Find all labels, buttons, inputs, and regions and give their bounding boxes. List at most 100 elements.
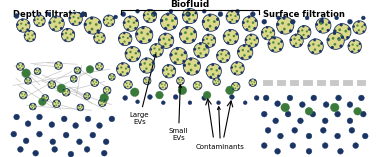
Circle shape: [217, 75, 220, 77]
Circle shape: [96, 80, 98, 81]
Circle shape: [181, 54, 183, 56]
Circle shape: [186, 21, 188, 23]
Circle shape: [172, 74, 174, 77]
Circle shape: [79, 72, 81, 73]
Circle shape: [24, 94, 25, 95]
Circle shape: [356, 45, 358, 47]
Circle shape: [141, 26, 145, 29]
Circle shape: [164, 84, 166, 86]
Circle shape: [101, 104, 103, 105]
Circle shape: [52, 28, 55, 31]
Circle shape: [195, 84, 197, 85]
Circle shape: [71, 76, 73, 78]
Circle shape: [38, 15, 40, 17]
Circle shape: [199, 42, 202, 45]
Circle shape: [283, 28, 286, 30]
Circle shape: [67, 91, 68, 92]
Circle shape: [319, 30, 322, 33]
Circle shape: [80, 15, 82, 17]
Circle shape: [122, 71, 124, 73]
Circle shape: [46, 97, 47, 98]
Circle shape: [170, 47, 187, 65]
Circle shape: [74, 78, 76, 79]
Circle shape: [237, 50, 240, 53]
Circle shape: [195, 12, 197, 14]
Circle shape: [339, 23, 343, 26]
Circle shape: [202, 14, 220, 31]
Circle shape: [168, 39, 170, 41]
Circle shape: [84, 17, 101, 34]
Circle shape: [246, 28, 248, 31]
Circle shape: [213, 78, 220, 86]
Circle shape: [90, 16, 93, 20]
Circle shape: [358, 49, 360, 52]
Circle shape: [139, 58, 155, 73]
Circle shape: [216, 69, 218, 71]
Circle shape: [114, 15, 118, 19]
Circle shape: [124, 41, 125, 43]
Circle shape: [319, 19, 324, 24]
Circle shape: [139, 40, 143, 43]
Circle shape: [356, 24, 358, 27]
Circle shape: [242, 21, 245, 24]
Circle shape: [330, 103, 339, 112]
Circle shape: [216, 18, 219, 21]
Circle shape: [79, 68, 81, 69]
Circle shape: [302, 25, 305, 28]
Circle shape: [222, 58, 224, 60]
Circle shape: [234, 72, 236, 75]
Circle shape: [223, 35, 226, 37]
Circle shape: [347, 118, 353, 124]
Circle shape: [169, 53, 173, 56]
Circle shape: [183, 40, 186, 43]
Circle shape: [53, 20, 56, 23]
Circle shape: [67, 37, 68, 39]
Circle shape: [74, 67, 81, 74]
Circle shape: [23, 138, 29, 144]
Circle shape: [36, 70, 37, 71]
Circle shape: [228, 34, 230, 36]
Circle shape: [22, 27, 24, 29]
Circle shape: [165, 82, 167, 84]
Circle shape: [364, 24, 366, 26]
Text: Contaminants: Contaminants: [196, 107, 245, 150]
Circle shape: [98, 32, 100, 34]
Circle shape: [150, 48, 152, 51]
Circle shape: [150, 44, 163, 57]
Circle shape: [145, 68, 147, 70]
Circle shape: [43, 17, 45, 19]
Circle shape: [109, 92, 110, 93]
Circle shape: [254, 39, 256, 41]
Circle shape: [108, 74, 115, 80]
Circle shape: [29, 38, 30, 39]
Circle shape: [57, 103, 59, 104]
Circle shape: [153, 54, 155, 57]
Circle shape: [160, 87, 161, 89]
Circle shape: [287, 95, 293, 101]
Circle shape: [116, 63, 130, 76]
Circle shape: [161, 46, 163, 49]
Circle shape: [231, 10, 233, 12]
Circle shape: [154, 12, 156, 15]
Circle shape: [20, 23, 22, 25]
Circle shape: [217, 101, 220, 105]
Circle shape: [333, 30, 336, 33]
Circle shape: [34, 106, 35, 107]
Circle shape: [138, 50, 140, 52]
Circle shape: [37, 114, 42, 120]
Circle shape: [20, 92, 22, 93]
Circle shape: [53, 81, 55, 83]
Circle shape: [238, 45, 253, 60]
Circle shape: [184, 51, 187, 54]
Circle shape: [215, 27, 218, 30]
Circle shape: [250, 84, 251, 86]
Circle shape: [297, 30, 300, 32]
Circle shape: [82, 109, 83, 110]
Circle shape: [214, 79, 215, 80]
Circle shape: [109, 116, 115, 122]
Circle shape: [185, 26, 188, 29]
Circle shape: [331, 46, 334, 49]
Circle shape: [327, 38, 330, 41]
Circle shape: [103, 35, 105, 37]
Circle shape: [44, 99, 45, 100]
